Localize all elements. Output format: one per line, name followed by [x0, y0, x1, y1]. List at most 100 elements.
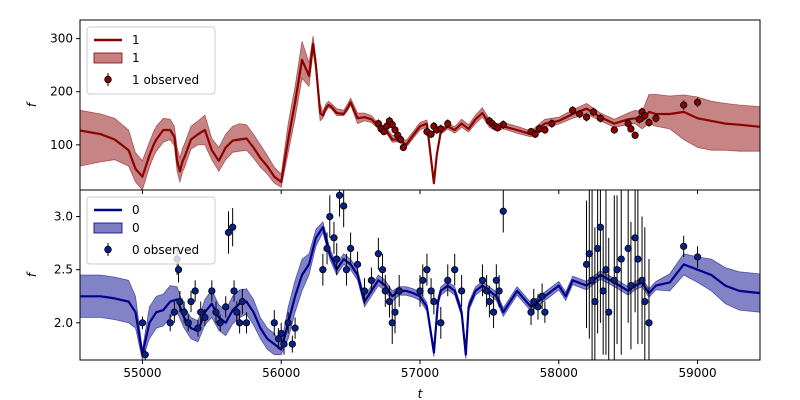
bottom-observed-point	[242, 319, 251, 327]
bottom-observed-point	[388, 319, 396, 327]
bottom-observed-point	[224, 228, 233, 237]
bottom-observed-point	[693, 253, 702, 261]
top-legend-points-label: 1 observed	[132, 73, 199, 87]
bottom-observed-point	[222, 303, 230, 311]
top-y-ticks: 100 200 300	[50, 32, 80, 152]
top-legend: 1 1 1 observed	[86, 26, 216, 95]
top-legend-line-label: 1	[132, 33, 140, 47]
bottom-observed-point	[174, 266, 183, 274]
bottom-observed-point	[430, 297, 438, 306]
top-observed-point	[396, 135, 405, 144]
bottom-observed-point	[541, 308, 549, 316]
bottom-observed-point	[534, 303, 542, 311]
bottom-observed-point	[499, 207, 507, 215]
bottom-observed-point	[141, 351, 149, 359]
top-legend-band-label: 1	[132, 51, 140, 65]
top-observed-point	[531, 130, 539, 138]
bottom-observed-point	[395, 287, 403, 295]
x-axis-label: t	[418, 387, 424, 400]
bottom-observed-point	[333, 255, 341, 263]
bottom-observed-point	[437, 319, 445, 327]
bottom-observed-point	[489, 308, 498, 316]
bottom-observed-point	[323, 244, 331, 253]
bottom-observed-point	[233, 308, 241, 316]
bottom-observed-point	[326, 212, 334, 221]
bottom-observed-point	[270, 319, 278, 327]
bottom-legend-band-label: 0	[132, 221, 140, 235]
bottom-observed-point	[277, 329, 285, 338]
bottom-observed-point	[613, 266, 621, 274]
top-observed-point	[635, 115, 643, 123]
bottom-observed-point	[594, 244, 602, 253]
bottom-observed-point	[458, 287, 466, 295]
bottom-legend-points-label: 0 observed	[132, 243, 199, 257]
top-observed-point	[575, 110, 584, 118]
bottom-legend-box	[86, 196, 216, 265]
bottom-x-tick-label: 55000	[123, 366, 161, 380]
bottom-observed-point	[444, 276, 452, 284]
bottom-observed-point	[617, 255, 625, 263]
top-x-ticks	[141, 190, 699, 194]
bottom-observed-point	[319, 266, 327, 274]
bottom-observed-point	[451, 266, 459, 274]
top-observed-point	[494, 124, 502, 132]
bottom-observed-point	[197, 308, 205, 316]
bottom-observed-point	[176, 297, 184, 306]
bottom-y-tick-label: 3.0	[54, 210, 73, 224]
bottom-observed-point	[170, 308, 178, 316]
bottom-plot-area	[80, 190, 760, 360]
bottom-observed-point	[605, 308, 613, 316]
bottom-observed-point	[645, 319, 653, 327]
bottom-observed-point	[599, 287, 607, 295]
bottom-observed-point	[194, 324, 202, 332]
top-observed-point	[596, 114, 605, 122]
bottom-observed-point	[610, 276, 618, 284]
bottom-observed-point	[291, 324, 299, 332]
top-observed-point	[680, 101, 688, 109]
top-observed-point	[693, 98, 702, 106]
bottom-observed-point	[680, 242, 688, 250]
bottom-observed-point	[347, 244, 355, 253]
bottom-observed-point	[596, 223, 605, 231]
top-observed-point	[589, 108, 598, 116]
bottom-observed-point	[381, 287, 389, 295]
top-observed-point	[437, 125, 445, 133]
bottom-legend: 0 0 0 observed	[86, 196, 216, 265]
bottom-observed-point	[280, 340, 288, 348]
bottom-observed-point	[335, 191, 344, 199]
bottom-observed-point	[634, 255, 642, 263]
top-legend-box	[86, 26, 216, 95]
top-plot-area	[80, 35, 760, 190]
bottom-observed-point	[483, 287, 491, 295]
bottom-observed-point	[212, 308, 220, 316]
top-panel: 100 200 300 f 1 1 1 observed	[25, 19, 761, 194]
top-observed-point	[499, 121, 507, 129]
bottom-observed-point	[638, 276, 646, 284]
top-observed-point	[548, 119, 556, 128]
top-observed-point	[427, 130, 435, 138]
bottom-x-tick-label: 58000	[540, 366, 578, 380]
bottom-observed-point	[391, 308, 399, 316]
bottom-observed-point	[187, 297, 195, 306]
top-y-axis-label: f	[25, 101, 39, 107]
bottom-observed-point	[538, 292, 546, 300]
bottom-observed-point	[602, 266, 610, 274]
top-observed-point	[399, 143, 407, 152]
top-observed-point	[631, 131, 639, 139]
bottom-observed-point	[360, 287, 369, 295]
bottom-observed-point	[230, 287, 238, 295]
top-legend-marker-swatch	[104, 75, 112, 84]
bottom-observed-point	[208, 287, 216, 295]
bottom-observed-point	[427, 287, 435, 295]
bottom-observed-point	[641, 297, 649, 306]
bottom-observed-point	[184, 319, 192, 327]
bottom-y-ticks: 2.0 2.5 3.0	[54, 210, 80, 330]
bottom-observed-point	[180, 308, 188, 316]
bottom-observed-point	[495, 287, 503, 295]
bottom-observed-point	[419, 276, 427, 284]
bottom-observed-point	[485, 297, 493, 306]
bottom-observed-point	[416, 287, 424, 295]
bottom-x-tick-label: 56000	[262, 366, 300, 380]
bottom-observed-point	[138, 319, 147, 327]
